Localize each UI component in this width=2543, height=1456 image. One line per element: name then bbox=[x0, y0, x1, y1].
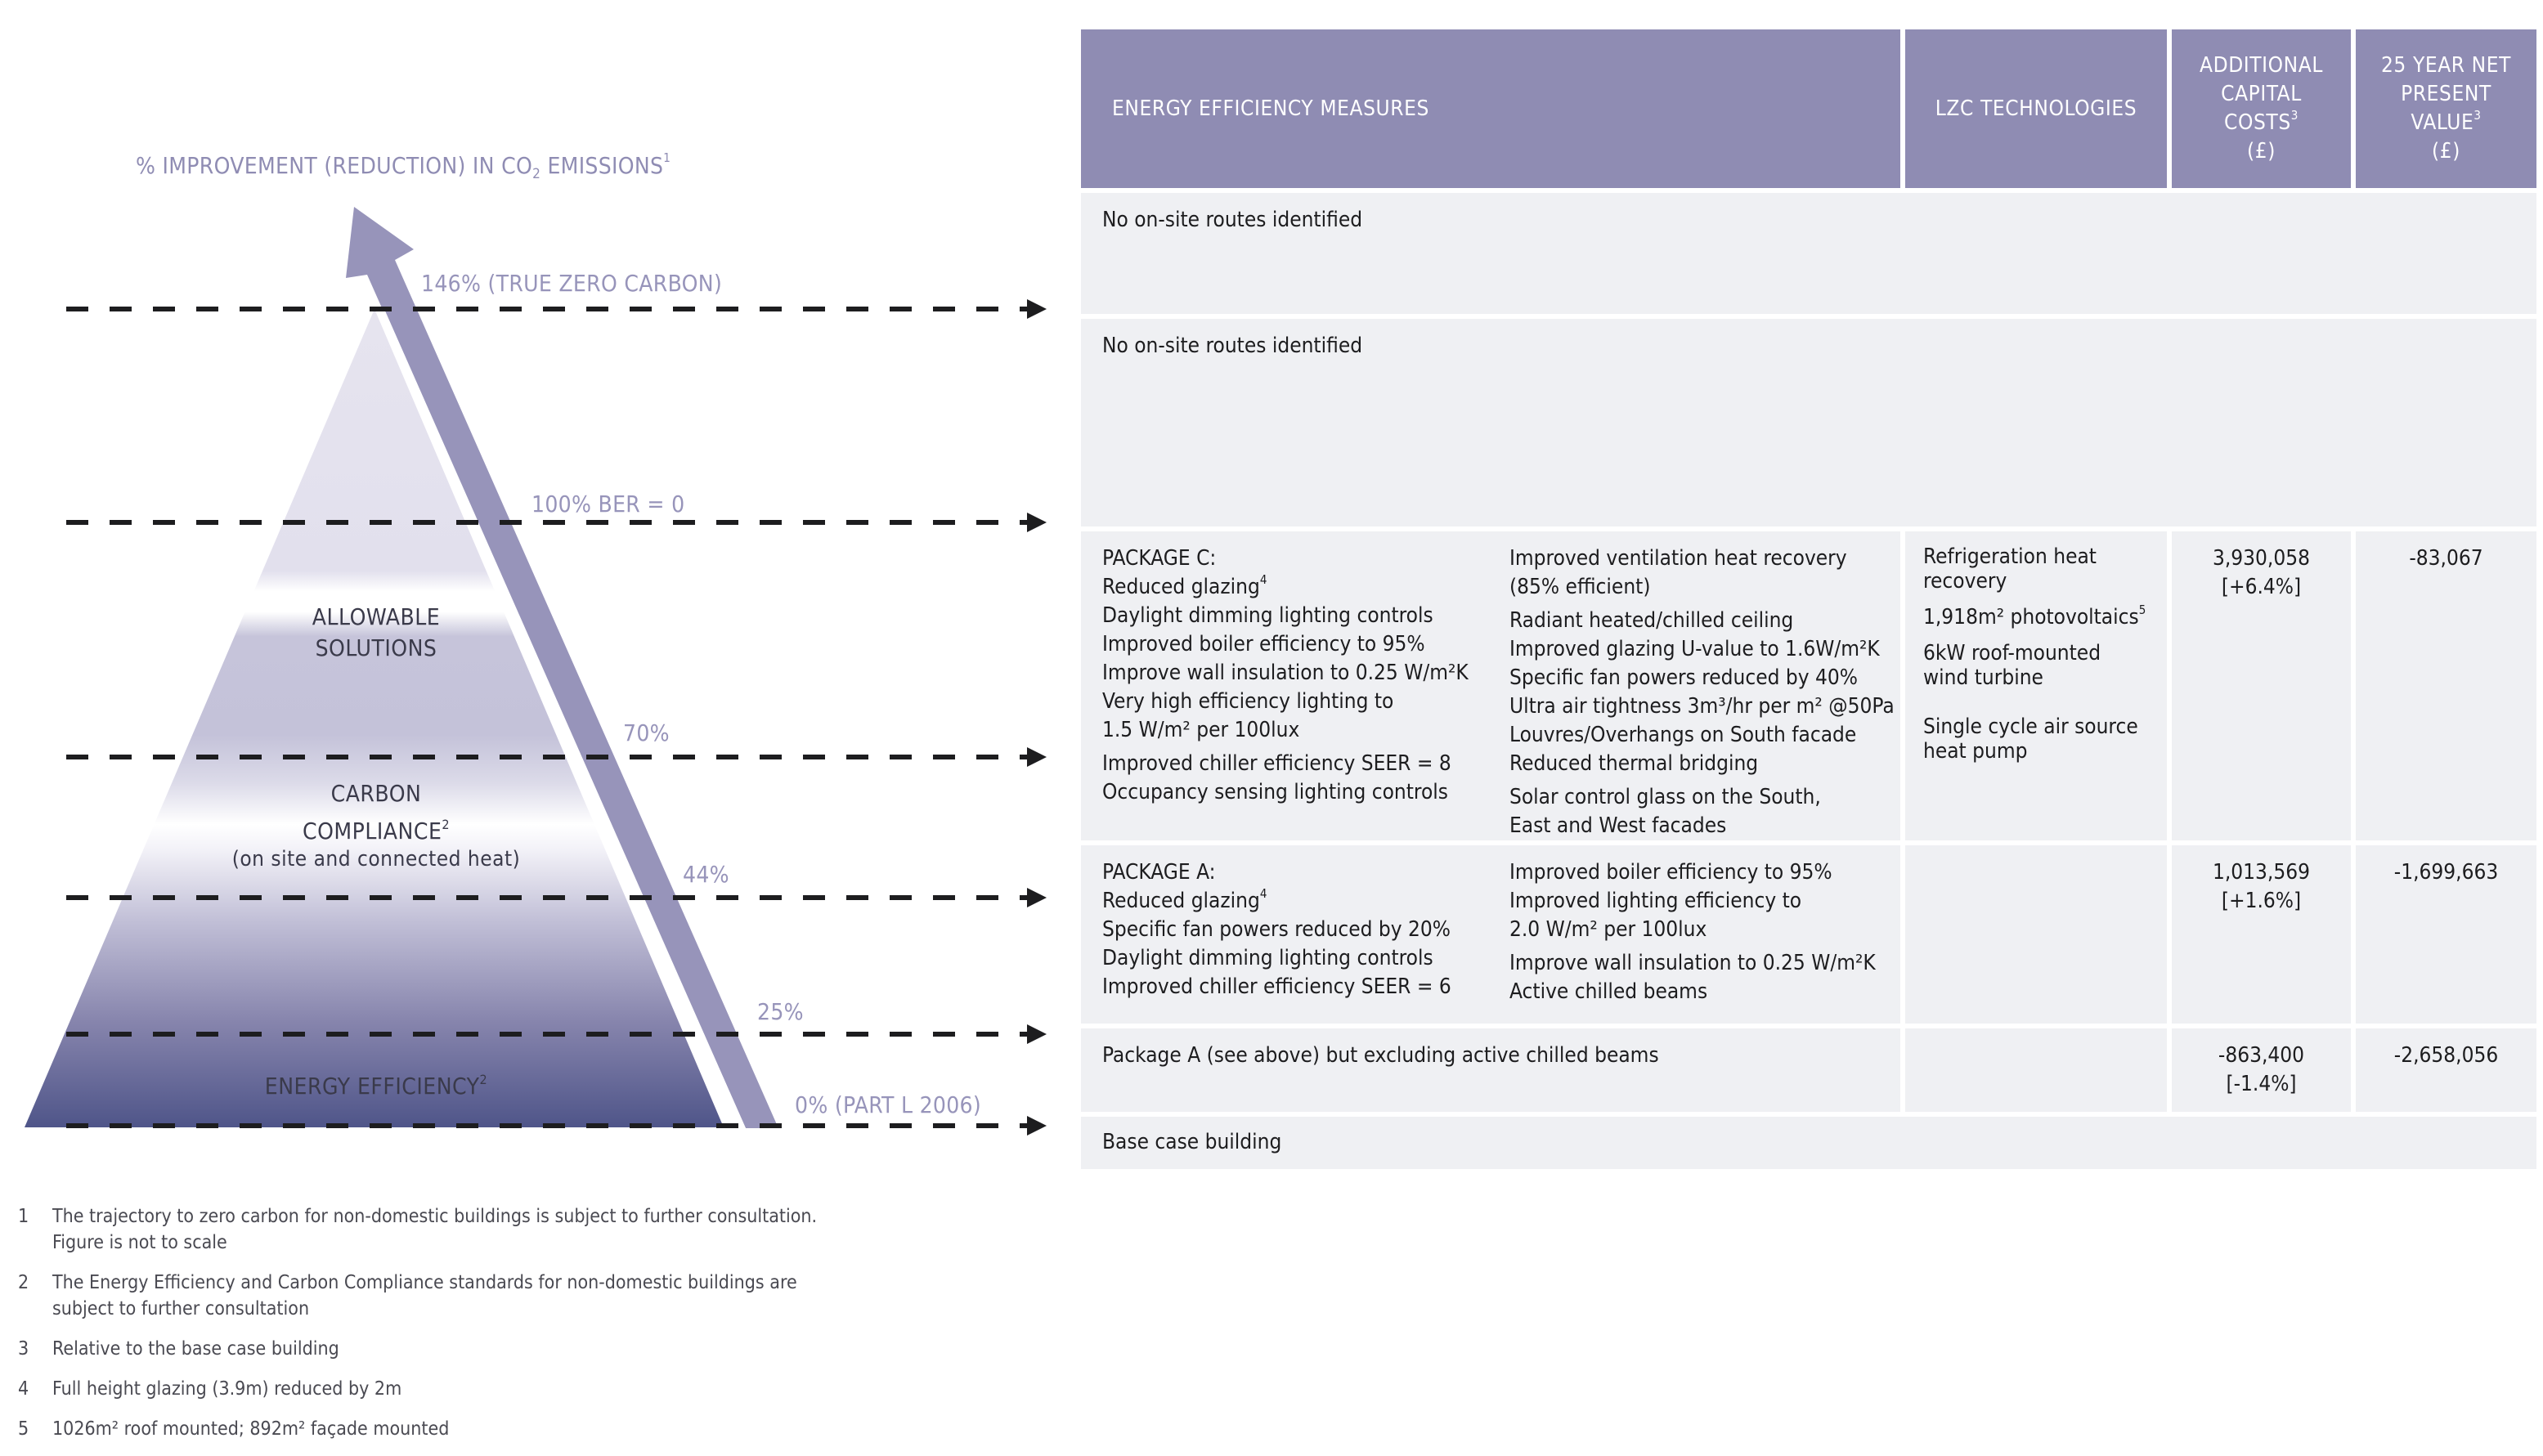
footnote-5: 5 1026m² roof mounted; 892m² façade moun… bbox=[18, 1418, 450, 1440]
level-label-146: 146% (TRUE ZERO CARBON) bbox=[421, 270, 723, 297]
level-lines bbox=[66, 307, 1029, 1128]
package-a-lzc bbox=[1905, 845, 2167, 1024]
header-lzc: LZC TECHNOLOGIES bbox=[1905, 29, 2167, 188]
footnote-2: 2 The Energy Efficiency and Carbon Compl… bbox=[18, 1272, 797, 1319]
package-a-excl-capital: -863,400 [-1.4%] bbox=[2172, 1028, 2351, 1112]
level-label-100: 100% BER = 0 bbox=[531, 491, 685, 517]
footnote-1: 1 The trajectory to zero carbon for non-… bbox=[18, 1206, 818, 1253]
package-c-measures-col-b: Improved ventilation heat recovery (85% … bbox=[1509, 546, 1895, 838]
footnote-4: 4 Full height glazing (3.9m) reduced by … bbox=[18, 1378, 402, 1400]
table-row-package-a-excl: Package A (see above) but excluding acti… bbox=[1081, 1028, 1900, 1112]
co2-trajectory-diagram: % IMPROVEMENT (REDUCTION) IN CO2 EMISSIO… bbox=[0, 0, 1063, 1185]
row-measures: No on-site routes identified bbox=[1102, 208, 1363, 232]
zone-carbon-compliance: CARBON COMPLIANCE2 (on site and connecte… bbox=[231, 780, 521, 871]
table-row-package-a: PACKAGE A: Reduced glazing4 Specific fan… bbox=[1081, 845, 1900, 1024]
level-arrowheads bbox=[1027, 299, 1047, 1136]
package-c-lzc: Refrigeration heat recovery 1,918m² phot… bbox=[1905, 531, 2167, 840]
pyramid-shape bbox=[25, 309, 724, 1127]
package-c-npv: -83,067 bbox=[2356, 531, 2536, 840]
package-c-capital: 3,930,058 [+6.4%] bbox=[2172, 531, 2351, 840]
pyramid-graphic bbox=[25, 207, 1047, 1136]
table-row-package-c: PACKAGE C: Reduced glazing4 Daylight dim… bbox=[1081, 531, 1900, 840]
header-capital-costs: ADDITIONAL CAPITAL COSTS3 (£) bbox=[2172, 29, 2351, 188]
table-row-base-case: Base case building bbox=[1081, 1117, 2536, 1169]
trajectory-arrow bbox=[346, 207, 778, 1128]
package-c-measures-col-a: PACKAGE C: Reduced glazing4 Daylight dim… bbox=[1102, 546, 1469, 804]
zone-allowable-solutions: ALLOWABLE SOLUTIONS bbox=[312, 603, 441, 661]
package-a-npv: -1,699,663 bbox=[2356, 845, 2536, 1024]
level-label-25: 25% bbox=[757, 998, 804, 1025]
header-npv: 25 YEAR NET PRESENT VALUE3 (£) bbox=[2356, 29, 2536, 188]
zone-energy-efficiency: ENERGY EFFICIENCY2 bbox=[264, 1072, 488, 1100]
footnotes: 1 The trajectory to zero carbon for non-… bbox=[18, 1203, 901, 1456]
footnote-3: 3 Relative to the base case building bbox=[18, 1338, 339, 1360]
level-label-44: 44% bbox=[683, 861, 729, 888]
package-a-capital: 1,013,569 [+1.6%] bbox=[2172, 845, 2351, 1024]
package-a-excl-lzc bbox=[1905, 1028, 2167, 1112]
axis-title: % IMPROVEMENT (REDUCTION) IN CO2 EMISSIO… bbox=[136, 150, 671, 182]
row-measures: No on-site routes identified bbox=[1102, 334, 1363, 358]
package-a-excl-npv: -2,658,056 bbox=[2356, 1028, 2536, 1112]
level-label-70: 70% bbox=[623, 719, 670, 746]
package-a-measures-col-a: PACKAGE A: Reduced glazing4 Specific fan… bbox=[1102, 860, 1451, 999]
package-a-measures-col-b: Improved boiler efficiency to 95% Improv… bbox=[1509, 860, 1876, 1004]
table-row: No on-site routes identified bbox=[1081, 193, 2536, 314]
level-label-0: 0% (PART L 2006) bbox=[795, 1091, 982, 1118]
header-measures: ENERGY EFFICIENCY MEASURES bbox=[1081, 29, 1900, 188]
table-row: No on-site routes identified bbox=[1081, 319, 2536, 526]
